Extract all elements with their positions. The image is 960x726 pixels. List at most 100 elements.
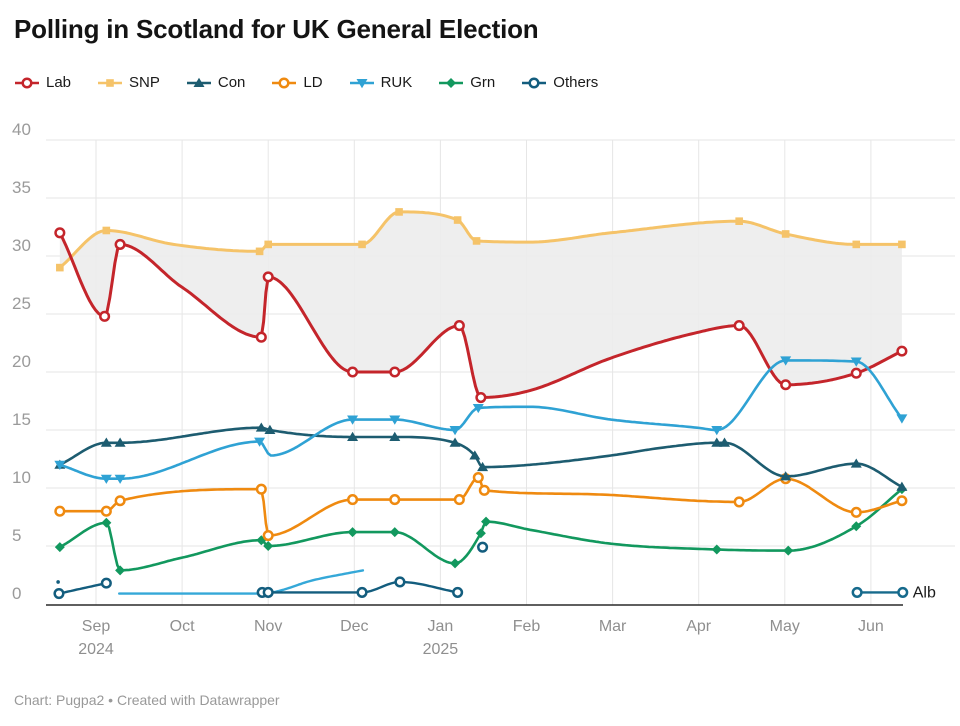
series-alb-early-: [117, 569, 365, 595]
marker-triangle-up: [114, 437, 126, 447]
legend-item-snp: SNP: [97, 74, 160, 91]
marker-square: [358, 240, 366, 249]
marker-triangle-down: [472, 403, 484, 414]
x-axis-label: Sep: [82, 618, 111, 635]
series-line: [117, 569, 365, 595]
marker-triangle-down: [389, 415, 401, 425]
marker-triangle-up: [100, 437, 112, 447]
legend-item-grn: Grn: [438, 74, 495, 91]
legend-swatch-icon: [98, 78, 123, 87]
marker-circle: [850, 367, 862, 379]
marker-square: [395, 208, 403, 216]
marker-circle: [278, 76, 290, 89]
marker-diamond: [450, 558, 461, 569]
series-ld: [54, 472, 908, 542]
legend-label: Con: [217, 74, 246, 91]
legend-item-others: Others: [521, 74, 598, 91]
legend-item-ruk: RUK: [349, 74, 413, 91]
legend-swatch-icon: [349, 78, 374, 88]
marker-square: [735, 217, 743, 225]
marker-square: [781, 230, 790, 238]
y-axis-label: 15: [12, 410, 31, 429]
marker-circle: [780, 379, 792, 391]
marker-circle: [356, 586, 368, 598]
legend-swatch-icon: [15, 76, 39, 89]
marker-circle: [896, 495, 908, 507]
marker-circle: [851, 586, 863, 598]
series-line: [58, 426, 904, 489]
marker-circle: [453, 320, 465, 332]
marker-diamond: [389, 527, 400, 538]
legend-swatch-icon: [522, 76, 547, 89]
x-axis-label: Dec: [340, 618, 368, 635]
legend-item-con: Con: [186, 74, 246, 91]
series-con: [54, 422, 908, 491]
legend-label: RUK: [380, 74, 413, 91]
marker-circle: [21, 76, 33, 89]
marker-triangle-down: [100, 474, 112, 484]
marker-circle: [114, 495, 126, 507]
marker-square: [106, 78, 114, 87]
marker-diamond: [263, 541, 274, 551]
marker-diamond: [475, 528, 486, 539]
series-snp: [56, 208, 906, 272]
legend-item-lab: Lab: [14, 74, 71, 91]
marker-triangle-up: [896, 481, 908, 491]
marker-circle: [897, 586, 909, 598]
marker-triangle-down: [780, 356, 792, 366]
y-axis-label: 30: [12, 236, 31, 255]
marker-triangle-up: [477, 461, 489, 472]
marker-triangle-up: [780, 471, 792, 481]
marker-square: [264, 240, 272, 249]
x-axis-label: Jan: [428, 618, 454, 635]
marker-diamond: [101, 517, 112, 528]
marker-circle: [472, 472, 484, 484]
marker-circle: [54, 505, 66, 517]
x-axis-label: May: [770, 618, 800, 635]
marker-circle: [255, 483, 267, 495]
series-end-label: Alb: [913, 584, 936, 601]
marker-circle: [896, 345, 908, 357]
marker-circle: [850, 506, 862, 518]
marker-triangle-up: [719, 437, 731, 447]
y-axis-label: 35: [12, 178, 31, 197]
x-axis-label: Jun: [858, 618, 884, 635]
y-axis-label: 5: [12, 526, 21, 545]
marker-circle: [54, 227, 66, 239]
legend-label: LD: [303, 74, 323, 91]
marker-circle: [262, 271, 274, 283]
marker-square: [453, 216, 462, 224]
marker-triangle-up: [389, 431, 401, 441]
legend-item-ld: LD: [271, 74, 323, 91]
y-axis-label: 10: [12, 468, 31, 487]
marker-circle: [528, 76, 540, 89]
chart-legend: Lab SNP Con LD RUK Grn Others: [14, 74, 598, 91]
marker-triangle-down: [54, 460, 66, 470]
marker-diamond: [711, 544, 722, 555]
series-lab: [54, 227, 908, 404]
marker-diamond: [783, 545, 794, 556]
marker-triangle-down: [711, 426, 723, 436]
legend-swatch-icon: [272, 76, 297, 89]
legend-label: Lab: [46, 74, 72, 91]
marker-triangle-down: [850, 357, 862, 367]
marker-circle: [262, 586, 274, 598]
marker-circle: [347, 494, 359, 506]
legend-label: SNP: [129, 74, 160, 91]
y-axis-label: 0: [12, 584, 21, 603]
page-title: Polling in Scotland for UK General Elect…: [14, 14, 539, 44]
x-axis-label: Oct: [170, 618, 195, 635]
marker-circle: [100, 577, 112, 589]
marker-diamond: [347, 527, 358, 538]
marker-triangle-up: [255, 422, 267, 432]
marker-circle: [262, 530, 274, 542]
series-line: [57, 581, 108, 595]
marker-circle: [452, 586, 464, 598]
marker-diamond: [446, 77, 457, 88]
x-axis-label: Apr: [686, 618, 712, 635]
series-alb: [851, 586, 909, 598]
marker-diamond: [54, 542, 65, 553]
marker-circle: [389, 494, 401, 506]
marker-square: [898, 240, 906, 249]
